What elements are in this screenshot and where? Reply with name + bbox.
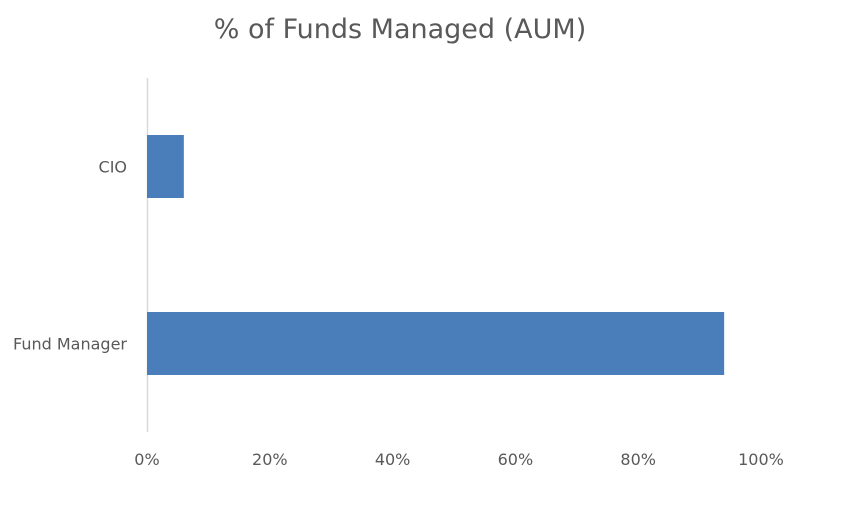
category-label: CIO [99,158,127,177]
bar-cio [147,135,184,198]
x-tick-label: 100% [738,450,784,469]
x-tick-label: 80% [620,450,656,469]
category-label: Fund Manager [13,335,127,354]
bar-fund-manager [147,312,725,375]
x-tick-label: 0% [134,450,159,469]
chart-title: % of Funds Managed (AUM) [213,14,587,45]
x-tick-label: 60% [498,450,534,469]
x-tick-label: 40% [375,450,411,469]
x-tick-label: 20% [252,450,288,469]
